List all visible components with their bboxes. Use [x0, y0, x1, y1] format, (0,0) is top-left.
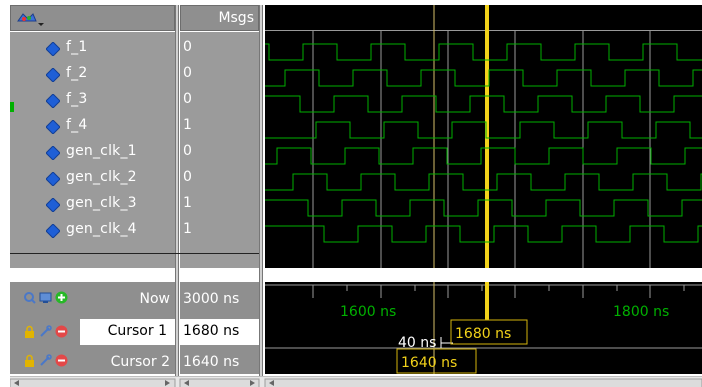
signal-row-gen-clk-4[interactable]: gen_clk_4	[10, 218, 175, 244]
cursor1-value: 1680 ns	[183, 323, 240, 339]
signal-value: 1	[183, 221, 192, 237]
horizontal-scrollbars[interactable]	[9, 376, 702, 387]
column-splitter-left[interactable]	[175, 5, 179, 385]
signal-value: 0	[183, 169, 192, 185]
signal-diamond-icon	[46, 146, 60, 160]
signal-value-row: 1	[180, 218, 259, 244]
list-end-line	[10, 253, 259, 254]
signal-diamond-icon	[46, 94, 60, 108]
signal-row-gen-clk-3[interactable]: gen_clk_3	[10, 192, 175, 218]
wrench-icon[interactable]	[39, 354, 52, 367]
cursor2-label: Cursor 2	[110, 354, 170, 370]
tick-label-1600: 1600 ns	[340, 304, 396, 320]
signal-value-row: 0	[180, 62, 259, 88]
cursor2-time-tag: 1640 ns	[401, 355, 457, 371]
signal-value: 0	[183, 39, 192, 55]
cursor1-name-box[interactable]: Cursor 1	[80, 319, 175, 345]
waveform-canvas[interactable]	[265, 5, 702, 268]
signal-value-row: 0	[180, 166, 259, 192]
signal-waveforms	[265, 43, 702, 243]
signal-diamond-icon	[46, 68, 60, 82]
signal-row-f2[interactable]: f_2	[10, 62, 175, 88]
timeline-ruler: 1600 ns 1800 ns 40 ns 1680 ns 1640 ns	[265, 282, 702, 374]
cursor1-value-box[interactable]: 1680 ns	[180, 319, 259, 345]
cursor1-time-tag: 1680 ns	[455, 326, 511, 342]
signal-name: f_4	[66, 117, 88, 133]
signal-value: 0	[183, 91, 192, 107]
signal-name: f_2	[66, 65, 88, 81]
signal-value-row: 0	[180, 88, 259, 114]
signal-diamond-icon	[46, 224, 60, 238]
signal-diamond-icon	[46, 42, 60, 56]
screen-icon[interactable]	[39, 291, 52, 304]
remove-cursor-icon[interactable]	[55, 325, 68, 338]
signal-row-f1[interactable]: f_1	[10, 36, 175, 62]
signal-name: f_1	[66, 39, 88, 55]
signal-diamond-icon	[46, 120, 60, 134]
signal-value: 1	[183, 195, 192, 211]
remove-cursor-icon[interactable]	[55, 354, 68, 367]
add-cursor-icon[interactable]	[55, 291, 68, 304]
cursor1-label: Cursor 1	[107, 323, 167, 339]
signal-row-gen-clk-1[interactable]: gen_clk_1	[10, 140, 175, 166]
cursor2-value: 1640 ns	[183, 354, 240, 370]
signal-name: gen_clk_1	[66, 143, 137, 159]
messages-header: Msgs	[180, 5, 259, 31]
signal-row-f3[interactable]: f_3	[10, 88, 175, 114]
signal-value-row: 1	[180, 192, 259, 218]
signal-name: gen_clk_3	[66, 195, 137, 211]
signal-value-list: 0 0 0 1 0 0 1 1	[180, 32, 259, 268]
signal-row-gen-clk-2[interactable]: gen_clk_2	[10, 166, 175, 192]
signal-name: f_3	[66, 91, 88, 107]
cursor-panel-values: 3000 ns 1680 ns 1640 ns	[180, 282, 259, 374]
signal-diamond-icon	[46, 172, 60, 186]
timeline-pane[interactable]: 1600 ns 1800 ns 40 ns 1680 ns 1640 ns	[265, 282, 702, 374]
cursor-panel-names: Now Cursor 1 Cursor 2	[10, 282, 175, 374]
signal-value: 0	[183, 65, 192, 81]
scrollbar-controls[interactable]	[9, 378, 702, 387]
signal-value: 0	[183, 143, 192, 159]
signal-value-row: 0	[180, 36, 259, 62]
messages-header-label: Msgs	[218, 10, 254, 26]
waveform-header	[265, 5, 702, 31]
zoom-icon[interactable]	[23, 291, 36, 304]
wrench-icon[interactable]	[39, 325, 52, 338]
signal-panel-header	[10, 5, 175, 31]
waveform-pane[interactable]	[265, 5, 702, 268]
signal-value: 1	[183, 117, 192, 133]
lock-icon[interactable]	[23, 325, 36, 338]
column-splitter-right[interactable]	[259, 5, 263, 385]
tick-label-1800: 1800 ns	[613, 304, 669, 320]
palette-dropdown-icon[interactable]	[14, 9, 48, 28]
lock-icon[interactable]	[23, 354, 36, 367]
now-label: Now	[139, 291, 171, 307]
signal-name: gen_clk_2	[66, 169, 137, 185]
now-value: 3000 ns	[183, 291, 240, 307]
signal-name-list: f_1 f_2 f_3 f_4 gen_clk_1 gen_clk_2 gen_…	[10, 32, 175, 268]
cursor-delta-label: 40 ns	[398, 335, 436, 351]
active-signal-marker	[10, 102, 14, 112]
signal-diamond-icon	[46, 198, 60, 212]
signal-name: gen_clk_4	[66, 221, 137, 237]
signal-value-row: 0	[180, 140, 259, 166]
signal-row-f4[interactable]: f_4	[10, 114, 175, 140]
signal-value-row: 1	[180, 114, 259, 140]
